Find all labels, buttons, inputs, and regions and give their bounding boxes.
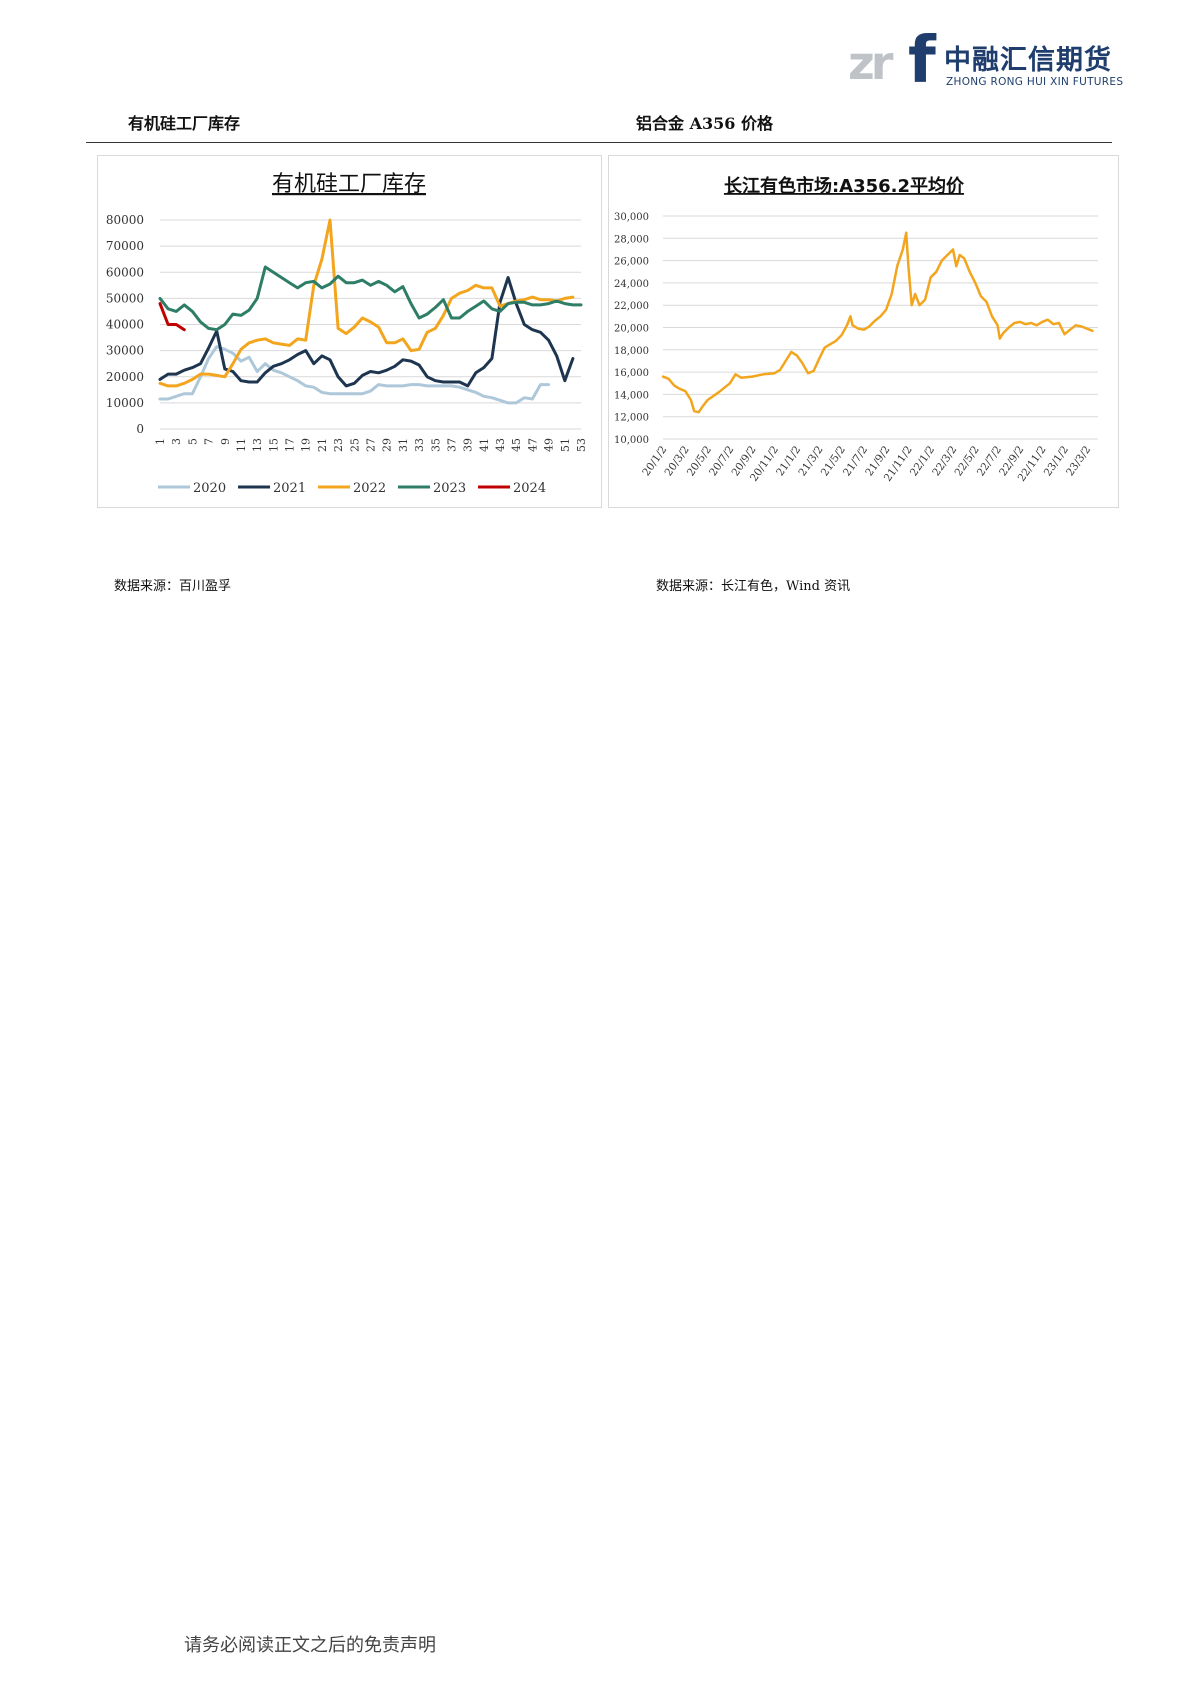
y-tick-label: 12,000 (614, 413, 649, 424)
y-tick-label: 40000 (106, 318, 144, 332)
legend-label-2022: 2022 (353, 481, 386, 496)
y-tick-label: 28,000 (614, 234, 649, 245)
x-tick-label: 39 (462, 438, 475, 452)
source-note-left: 数据来源：百川盈孚 (114, 579, 232, 594)
logo-mark-zr: zr (848, 36, 894, 90)
x-tick-label: 21 (316, 438, 329, 452)
x-tick-label: 13 (251, 438, 264, 452)
x-tick-label: 43 (494, 438, 507, 452)
x-tick-label: 31 (397, 438, 410, 452)
y-tick-label: 60000 (106, 265, 144, 279)
y-tick-label: 10000 (106, 396, 144, 410)
x-tick-label: 49 (543, 438, 556, 452)
y-tick-label: 16,000 (614, 368, 649, 379)
x-tick-label: 51 (559, 438, 572, 452)
x-tick-label: 35 (429, 438, 442, 452)
series-line-2022 (158, 218, 575, 388)
x-tick-label: 9 (219, 438, 232, 445)
series-line-a356-price (661, 231, 1094, 414)
x-tick-label: 23 (332, 438, 345, 452)
x-tick-label: 15 (267, 438, 280, 452)
y-tick-label: 50000 (106, 291, 144, 305)
legend-label-2020: 2020 (193, 481, 226, 496)
x-tick-label: 37 (445, 438, 458, 452)
y-tick-label: 14,000 (614, 390, 649, 401)
y-tick-label: 10,000 (614, 435, 649, 446)
x-tick-label: 17 (284, 438, 297, 452)
x-tick-label: 27 (365, 438, 378, 452)
y-tick-label: 70000 (106, 239, 144, 253)
disclaimer-footer: 请务必阅读正文之后的免责声明 (184, 1635, 436, 1656)
legend-label-2023: 2023 (433, 481, 466, 496)
legend-label-2021: 2021 (273, 481, 306, 496)
chart-title: 有机硅工厂库存 (272, 172, 426, 197)
section-title-right: 铝合金 A356 价格 (636, 114, 773, 133)
y-tick-label: 18,000 (614, 346, 649, 357)
y-tick-label: 20000 (106, 370, 144, 384)
x-tick-label: 11 (235, 438, 248, 452)
header-divider (86, 142, 1112, 143)
y-tick-label: 30000 (106, 344, 144, 358)
logo-name-cn: 中融汇信期货 (944, 45, 1112, 76)
company-logo: zr f 中融汇信期货 ZHONG RONG HUI XIN FUTURES (848, 24, 1123, 98)
logo-name-en: ZHONG RONG HUI XIN FUTURES (946, 76, 1124, 88)
legend-label-2024: 2024 (513, 481, 546, 496)
y-tick-label: 0 (136, 422, 144, 436)
x-tick-label: 53 (575, 438, 588, 452)
x-tick-label: 3 (170, 438, 183, 445)
a356-price-chart: 长江有色市场:A356.2平均价 30,000 28,000 26,000 24,000… (608, 155, 1119, 508)
series-line-2023 (158, 265, 583, 332)
section-title-left: 有机硅工厂库存 (128, 114, 241, 133)
y-tick-label: 30,000 (614, 212, 649, 223)
source-note-right: 数据来源：长江有色，Wind 资讯 (656, 579, 851, 594)
x-tick-label: 41 (478, 438, 491, 452)
x-tick-label: 19 (300, 438, 313, 452)
y-tick-label: 20,000 (614, 324, 649, 335)
y-tick-label: 24,000 (614, 279, 649, 290)
x-tick-label: 47 (526, 438, 539, 452)
logo-mark-f: f (908, 24, 936, 98)
x-tick-label: 1 (154, 438, 167, 445)
x-tick-label: 25 (348, 438, 361, 452)
x-tick-label: 5 (186, 438, 199, 445)
x-tick-label: 33 (413, 438, 426, 452)
series-line-2021 (158, 276, 575, 388)
chart-title: 长江有色市场:A356.2平均价 (724, 175, 965, 197)
y-tick-label: 26,000 (614, 257, 649, 268)
series-line-2024 (158, 302, 186, 332)
y-tick-label: 80000 (106, 213, 144, 227)
x-tick-label: 7 (203, 438, 216, 445)
series-line-2020 (158, 345, 551, 405)
silicone-inventory-chart: 有机硅工厂库存 80000 70000 60000 50000 40000 30000 200… (97, 155, 602, 508)
x-tick-label: 29 (381, 438, 394, 452)
x-tick-label: 45 (510, 438, 523, 452)
y-tick-label: 22,000 (614, 301, 649, 312)
